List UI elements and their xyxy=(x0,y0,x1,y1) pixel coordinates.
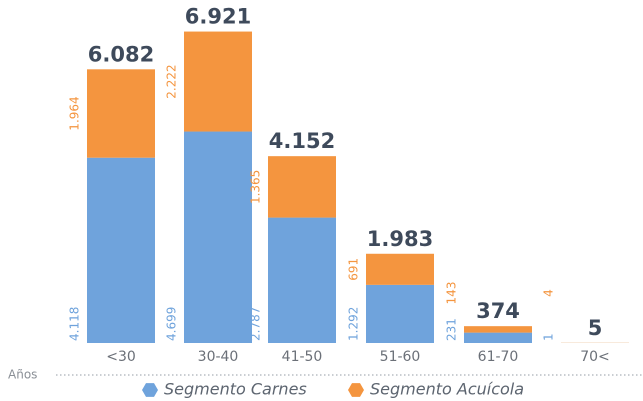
x-tick-label: 30-40 xyxy=(198,349,239,365)
total-label: 5 xyxy=(588,316,603,340)
total-label: 6.921 xyxy=(185,5,251,29)
bar-segment xyxy=(464,326,532,333)
value-label: 1.365 xyxy=(249,170,263,204)
value-label: 4.699 xyxy=(165,307,179,341)
x-tick-label: 61-70 xyxy=(478,349,519,365)
total-label: 1.983 xyxy=(367,227,433,251)
x-tick-label: 51-60 xyxy=(380,349,421,365)
value-label: 143 xyxy=(445,282,459,305)
bar-segment xyxy=(366,253,434,285)
x-axis-label: Años xyxy=(8,368,37,382)
bar-segment xyxy=(184,31,252,132)
bar-segment xyxy=(268,217,336,343)
bar-segment xyxy=(366,284,434,343)
value-label: 2.787 xyxy=(249,307,263,341)
value-label: 2.222 xyxy=(165,64,179,98)
total-label: 374 xyxy=(476,299,520,323)
bar-segment xyxy=(268,156,336,218)
value-label: 691 xyxy=(347,258,361,281)
total-label: 4.152 xyxy=(269,129,335,153)
value-label: 4 xyxy=(542,289,556,297)
x-tick-label: <30 xyxy=(106,349,136,365)
bar-segment xyxy=(87,69,155,158)
value-label: 1.964 xyxy=(68,96,82,130)
bar-segment xyxy=(184,131,252,343)
x-tick-label: 70< xyxy=(580,349,610,365)
bar-segment xyxy=(87,157,155,343)
legend-label: Segmento Acuícola xyxy=(370,380,524,399)
value-label: 1 xyxy=(542,333,556,341)
total-label: 6.082 xyxy=(88,42,154,66)
legend-marker xyxy=(348,383,364,397)
value-label: 231 xyxy=(445,318,459,341)
legend-label: Segmento Carnes xyxy=(164,380,307,399)
value-label: 1.292 xyxy=(347,307,361,341)
value-label: 4.118 xyxy=(68,307,82,341)
bar-segment xyxy=(464,332,532,343)
x-tick-label: 41-50 xyxy=(282,349,323,365)
legend-marker xyxy=(142,383,158,397)
